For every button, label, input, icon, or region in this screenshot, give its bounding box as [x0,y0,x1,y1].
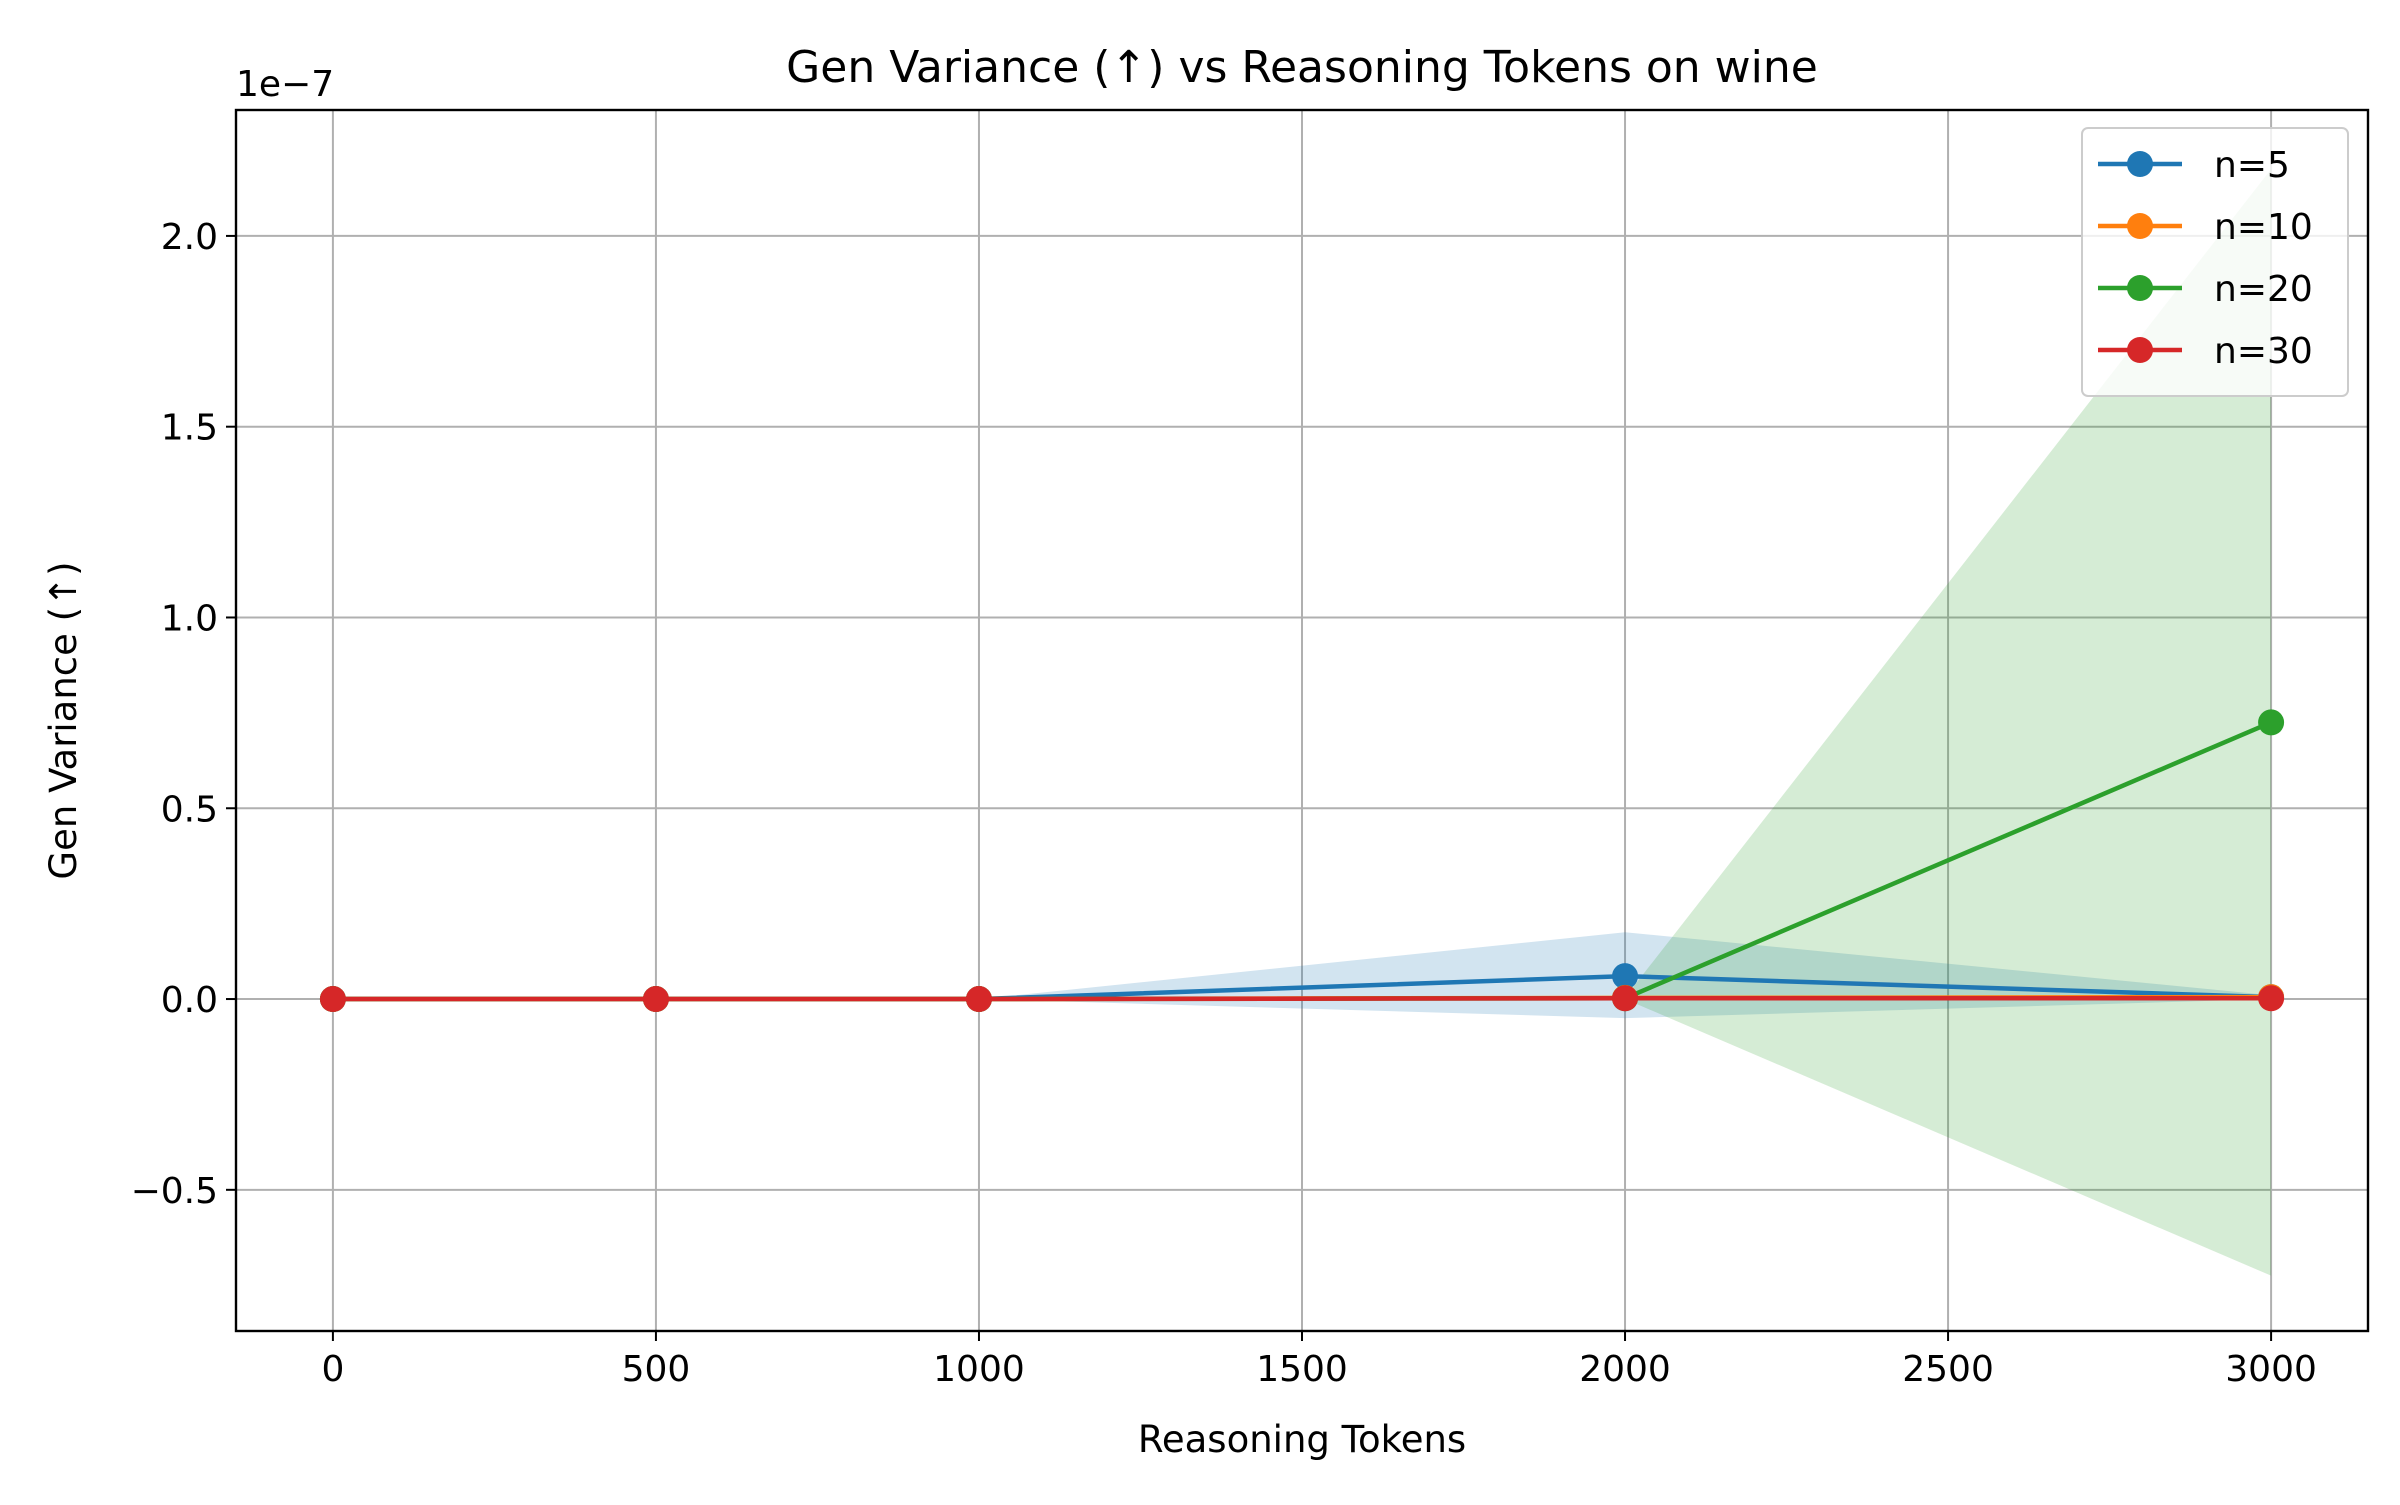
y-tick-label: 1.0 [161,598,218,639]
legend-marker-n=30 [2127,337,2153,363]
y-axis-offset-label: 1e−7 [236,64,334,105]
x-tick-label: 500 [622,1349,691,1390]
tick-layer: 0 500 1000 1500 2000 2500 3000 −0.5 0.0 0.5 1.0 1.5… [131,217,2317,1390]
data-point-n=20 [2258,709,2285,736]
y-tick-label: 0.5 [161,789,218,830]
x-tick-label: 2500 [1902,1349,1994,1390]
y-tick-label: −0.5 [131,1171,218,1212]
legend-marker-n=20 [2127,275,2153,301]
x-tick-label: 3000 [2225,1349,2317,1390]
data-point-n=30 [965,986,992,1013]
series-line-n=30 [332,996,2272,1002]
legend-label-n=20: n=20 [2214,269,2313,310]
x-tick-label: 1500 [1256,1349,1348,1390]
y-tick-label: 0.0 [161,980,218,1021]
x-axis-label: Reasoning Tokens [1138,1418,1466,1461]
legend-label-n=5: n=5 [2214,145,2290,186]
chart-title: Gen Variance (↑) vs Reasoning Tokens on … [786,42,1818,93]
data-point-n=30 [2258,985,2285,1012]
x-tick-label: 0 [321,1349,344,1390]
legend-entries: n=5 n=10 n=20 n=30 [2098,145,2313,372]
legend-marker-n=10 [2127,213,2153,239]
x-tick-label: 1000 [933,1349,1025,1390]
y-tick-label: 2.0 [161,217,218,258]
y-axis-label: Gen Variance (↑) [42,561,85,879]
legend-marker-n=5 [2127,151,2153,177]
data-point-n=5 [1612,963,1639,990]
x-tick-label: 2000 [1579,1349,1671,1390]
legend-label-n=10: n=10 [2214,207,2313,248]
legend-label-n=30: n=30 [2214,331,2313,372]
series-layer [319,709,2285,1013]
y-tick-label: 1.5 [161,408,218,449]
legend-box [2081,127,2349,397]
data-point-n=30 [642,986,669,1013]
data-point-n=30 [319,986,346,1013]
legend: n=5 n=10 n=20 n=30 [2081,127,2349,397]
data-point-n=30 [1612,985,1639,1012]
